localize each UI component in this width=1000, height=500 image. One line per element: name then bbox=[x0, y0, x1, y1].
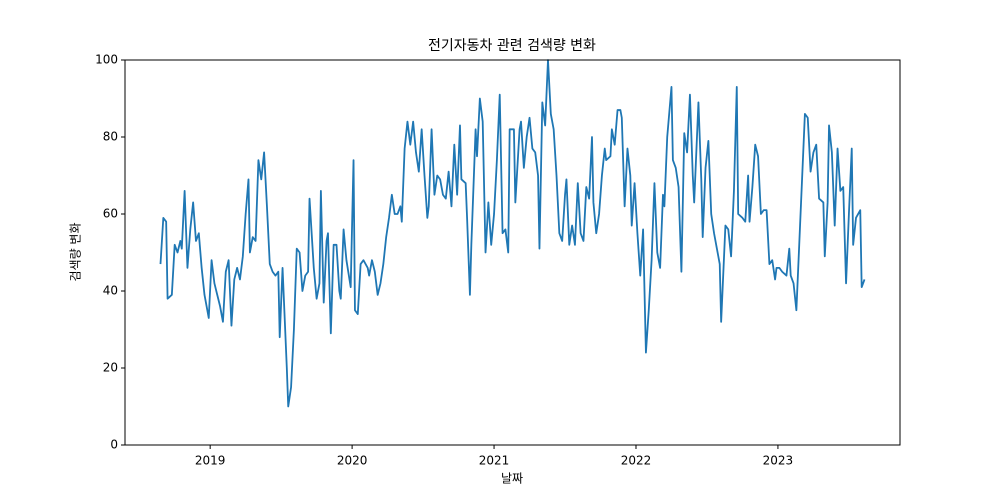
y-tick-label: 40 bbox=[103, 284, 118, 298]
y-tick-label: 100 bbox=[95, 53, 118, 67]
plot-frame bbox=[124, 59, 901, 446]
x-tick-label: 2019 bbox=[195, 454, 226, 468]
chart-title: 전기자동차 관련 검색량 변화 bbox=[428, 38, 596, 54]
x-axis-label: 날짜 bbox=[501, 472, 523, 486]
y-tick-label: 80 bbox=[103, 130, 118, 144]
x-tick-label: 2023 bbox=[763, 454, 794, 468]
y-tick-label: 60 bbox=[103, 207, 118, 221]
x-tick-label: 2022 bbox=[621, 454, 652, 468]
line bbox=[159, 59, 866, 408]
y-tick-label: 0 bbox=[110, 438, 118, 452]
x-tick-label: 2021 bbox=[479, 454, 510, 468]
y-axis-label: 검색량 변화 bbox=[69, 222, 83, 281]
x-tick-label: 2020 bbox=[337, 454, 368, 468]
y-tick-label: 20 bbox=[103, 361, 118, 375]
